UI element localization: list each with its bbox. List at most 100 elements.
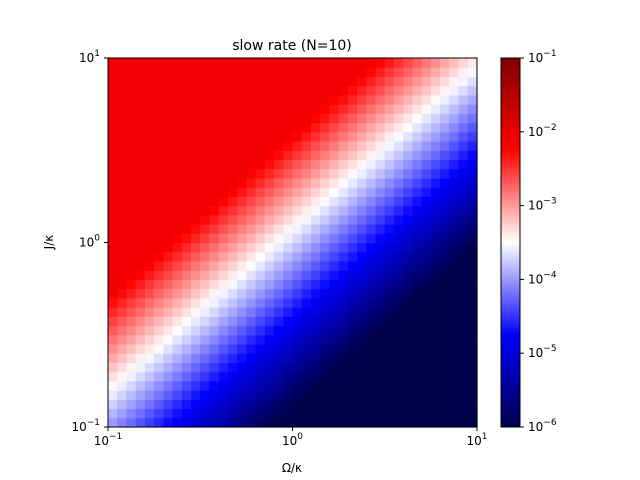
- heatmap-cell: [467, 76, 478, 87]
- heatmap-cell: [301, 242, 312, 253]
- heatmap-cell: [467, 113, 478, 124]
- heatmap-cell: [255, 224, 266, 234]
- heatmap-cell: [191, 122, 201, 133]
- heatmap-cell: [135, 214, 146, 225]
- heatmap-cell: [246, 390, 257, 400]
- heatmap-cell: [144, 362, 155, 373]
- heatmap-cell: [191, 408, 201, 419]
- heatmap-cell: [384, 58, 395, 68]
- heatmap-cell: [421, 159, 432, 170]
- x-tick-label: 100: [282, 432, 303, 448]
- heatmap-cell: [163, 205, 174, 216]
- heatmap-cell: [255, 131, 266, 142]
- heatmap-cell: [329, 390, 340, 400]
- heatmap-cell: [191, 94, 201, 105]
- heatmap-cell: [458, 85, 469, 96]
- heatmap-cell: [449, 297, 460, 308]
- heatmap-cell: [449, 417, 460, 428]
- heatmap-cell: [154, 187, 164, 197]
- heatmap-cell: [117, 76, 128, 87]
- heatmap-cell: [246, 214, 257, 225]
- heatmap-cell: [117, 380, 128, 391]
- heatmap-cell: [283, 131, 294, 142]
- heatmap-cell: [237, 224, 247, 234]
- heatmap-cell: [458, 297, 469, 308]
- heatmap-cell: [117, 150, 128, 161]
- heatmap-cell: [237, 325, 247, 336]
- heatmap-cell: [117, 85, 128, 96]
- heatmap-cell: [440, 58, 450, 68]
- heatmap-cell: [375, 159, 386, 170]
- heatmap-cell: [144, 94, 155, 105]
- heatmap-cell: [338, 371, 349, 382]
- heatmap-cell: [181, 251, 192, 262]
- heatmap-cell: [117, 94, 128, 105]
- heatmap-cell: [108, 187, 118, 197]
- heatmap-cell: [227, 150, 238, 161]
- heatmap-cell: [200, 279, 211, 290]
- heatmap-cell: [283, 141, 294, 151]
- heatmap-cell: [366, 279, 377, 290]
- heatmap-cell: [172, 196, 183, 207]
- heatmap-cell: [191, 58, 201, 68]
- heatmap-cell: [274, 371, 284, 382]
- heatmap-cell: [430, 94, 441, 105]
- heatmap-cell: [329, 104, 340, 114]
- heatmap-cell: [467, 260, 478, 271]
- heatmap-cell: [421, 131, 432, 142]
- heatmap-cell: [135, 242, 146, 253]
- heatmap-cell: [292, 113, 303, 124]
- heatmap-cell: [329, 279, 340, 290]
- heatmap-cell: [440, 353, 450, 364]
- heatmap-cell: [310, 159, 321, 170]
- heatmap-cell: [403, 159, 414, 170]
- heatmap-cell: [181, 113, 192, 124]
- heatmap-cell: [255, 242, 266, 253]
- heatmap-cell: [191, 270, 201, 280]
- heatmap-cell: [338, 353, 349, 364]
- heatmap-cell: [329, 353, 340, 364]
- heatmap-cell: [154, 353, 164, 364]
- heatmap-cell: [467, 224, 478, 234]
- heatmap-cell: [347, 58, 358, 68]
- heatmap-cell: [274, 187, 284, 197]
- heatmap-cell: [320, 177, 330, 188]
- heatmap-cell: [412, 279, 423, 290]
- heatmap-cell: [274, 362, 284, 373]
- heatmap-cell: [181, 242, 192, 253]
- heatmap-cell: [292, 233, 303, 244]
- heatmap-cell: [458, 214, 469, 225]
- heatmap-cell: [467, 168, 478, 179]
- heatmap-cell: [347, 251, 358, 262]
- heatmap-cell: [135, 113, 146, 124]
- heatmap-cell: [108, 288, 118, 299]
- heatmap-cell: [209, 251, 220, 262]
- heatmap-cell: [135, 288, 146, 299]
- heatmap-cell: [310, 196, 321, 207]
- heatmap-cell: [467, 251, 478, 262]
- heatmap-cell: [274, 270, 284, 280]
- heatmap-cell: [126, 94, 137, 105]
- heatmap-cell: [108, 150, 118, 161]
- heatmap-cell: [200, 353, 211, 364]
- heatmap-cell: [310, 408, 321, 419]
- heatmap-cell: [393, 242, 404, 253]
- heatmap-cell: [366, 307, 377, 317]
- heatmap-cell: [310, 316, 321, 327]
- heatmap-cell: [237, 196, 247, 207]
- heatmap-cell: [163, 270, 174, 280]
- heatmap-cell: [366, 399, 377, 410]
- heatmap-cell: [393, 159, 404, 170]
- heatmap-cell: [108, 214, 118, 225]
- heatmap-cell: [126, 113, 137, 124]
- heatmap-cell: [274, 380, 284, 391]
- heatmap-cell: [255, 76, 266, 87]
- heatmap-cell: [108, 260, 118, 271]
- heatmap-cell: [126, 242, 137, 253]
- heatmap-cell: [458, 307, 469, 317]
- heatmap-cell: [181, 85, 192, 96]
- heatmap-cell: [163, 371, 174, 382]
- heatmap-cell: [227, 316, 238, 327]
- heatmap-cell: [246, 417, 257, 428]
- heatmap-cell: [357, 279, 367, 290]
